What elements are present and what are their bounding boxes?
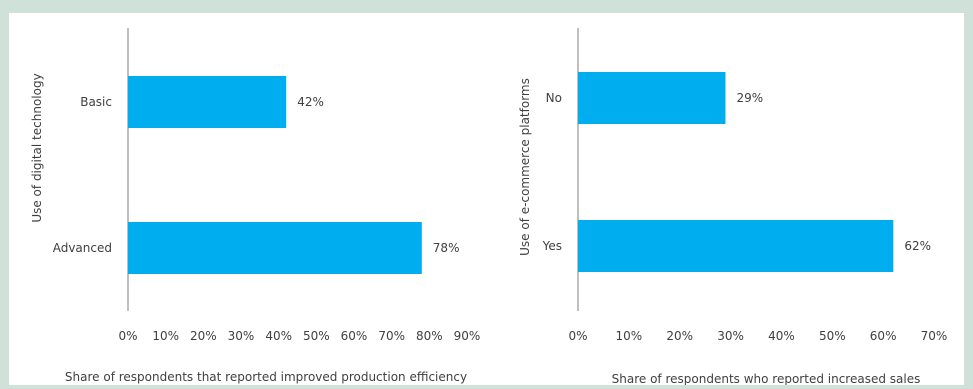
x-tick-label: 0% bbox=[568, 329, 587, 343]
x-axis-title: Share of respondents who reported increa… bbox=[612, 372, 921, 385]
bar-advanced bbox=[128, 222, 422, 274]
x-tick-label: 10% bbox=[616, 329, 643, 343]
bar-no bbox=[578, 72, 726, 124]
x-tick-label: 30% bbox=[717, 329, 744, 343]
category-label: Basic bbox=[80, 95, 112, 109]
value-label: 42% bbox=[297, 95, 324, 109]
bar-basic bbox=[128, 76, 287, 128]
x-tick-label: 60% bbox=[341, 329, 368, 343]
y-axis-title: Use of e-commerce platforms bbox=[518, 78, 532, 256]
x-tick-label: 70% bbox=[378, 329, 405, 343]
x-tick-label: 70% bbox=[921, 329, 948, 343]
x-tick-label: 0% bbox=[118, 329, 137, 343]
x-tick-label: 60% bbox=[870, 329, 897, 343]
x-tick-label: 30% bbox=[228, 329, 255, 343]
x-tick-label: 40% bbox=[265, 329, 292, 343]
y-axis-title: Use of digital technology bbox=[30, 73, 44, 222]
value-label: 29% bbox=[736, 91, 763, 105]
bar-yes bbox=[578, 220, 894, 272]
value-label: 62% bbox=[904, 239, 931, 253]
x-tick-label: 20% bbox=[666, 329, 693, 343]
category-label: Yes bbox=[542, 239, 562, 253]
category-label: Advanced bbox=[53, 241, 112, 255]
chart-ecommerce: Use of e-commerce platforms Share of res… bbox=[518, 28, 948, 386]
x-tick-label: 90% bbox=[454, 329, 481, 343]
chart-digital-technology: Use of digital technology Share of respo… bbox=[30, 28, 480, 384]
x-tick-label: 10% bbox=[152, 329, 179, 343]
category-label: No bbox=[546, 91, 562, 105]
value-label: 78% bbox=[433, 241, 460, 255]
chart-panel: Use of digital technology Share of respo… bbox=[9, 13, 964, 386]
chart-svg: Use of digital technology Share of respo… bbox=[30, 28, 948, 386]
x-tick-label: 80% bbox=[416, 329, 443, 343]
x-axis-title: Share of respondents that reported impro… bbox=[65, 370, 467, 384]
x-tick-label: 50% bbox=[819, 329, 846, 343]
x-tick-label: 50% bbox=[303, 329, 330, 343]
x-tick-label: 40% bbox=[768, 329, 795, 343]
x-tick-label: 20% bbox=[190, 329, 217, 343]
